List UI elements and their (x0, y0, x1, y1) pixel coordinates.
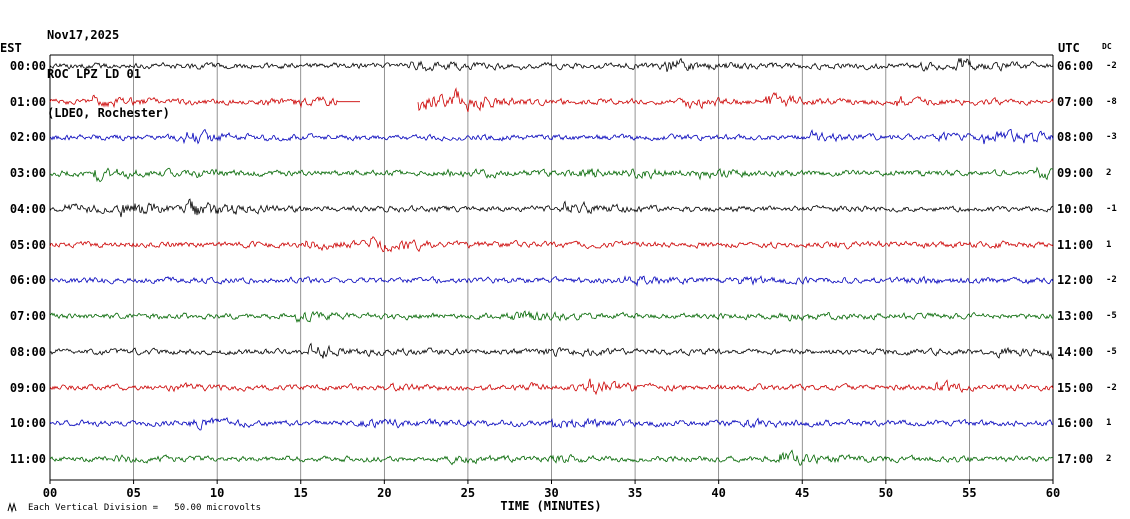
left-timezone-label: EST (0, 41, 22, 55)
trace-row-9 (49, 378, 1054, 396)
trace-row-7 (49, 310, 1054, 324)
est-row-label: 08:00 (9, 344, 46, 359)
utc-row-label: 15:00 (1057, 380, 1094, 395)
trace-row-4 (49, 198, 1054, 218)
trace-row-8 (49, 342, 1054, 361)
trace-row-10 (49, 417, 1054, 431)
utc-row-label: 16:00 (1057, 416, 1094, 431)
header-date: Nov17,2025 (47, 28, 120, 42)
trace-row-1 (49, 94, 360, 109)
x-tick-label: 45 (795, 486, 810, 500)
est-row-label: 04:00 (9, 201, 46, 216)
x-tick-label: 50 (878, 486, 894, 500)
est-row-label: 06:00 (9, 273, 46, 288)
header-station: ROC LPZ LD 01 (47, 67, 141, 81)
trace-row-11 (49, 449, 1054, 466)
est-row-label: 00:00 (9, 59, 46, 73)
trace-row-1 (417, 87, 1054, 113)
x-tick-label: 55 (962, 486, 977, 500)
dc-offset-value: -1 (1106, 203, 1117, 214)
dc-offset-value: -2 (1106, 382, 1117, 393)
dc-offset-value: -5 (1106, 311, 1117, 322)
est-row-label: 02:00 (9, 130, 46, 145)
trace-row-5 (49, 236, 1054, 253)
scale-note: Each Vertical Division = 50.00 microvolt… (28, 503, 261, 513)
dc-column-label: DC (1102, 42, 1112, 51)
x-tick-label: 20 (377, 486, 392, 500)
dc-offset-value: 2 (1106, 454, 1112, 465)
trace-row-0 (49, 57, 1054, 72)
trace-row-6 (49, 275, 1054, 288)
dc-offset-value: 1 (1106, 239, 1112, 250)
x-tick-label: 15 (293, 486, 308, 500)
est-row-label: 01:00 (9, 94, 46, 109)
x-tick-label: 60 (1045, 486, 1061, 500)
x-tick-label: 10 (209, 486, 225, 500)
x-tick-label: 25 (460, 486, 476, 500)
utc-row-label: 08:00 (1057, 130, 1094, 145)
utc-row-label: 12:00 (1057, 273, 1094, 288)
x-tick-label: 35 (627, 486, 643, 500)
utc-row-label: 06:00 (1057, 59, 1094, 73)
est-row-label: 11:00 (9, 452, 46, 467)
trace-row-3 (49, 166, 1054, 183)
x-tick-label: 40 (711, 486, 726, 500)
scale-marker-icon (7, 502, 17, 513)
utc-row-label: 09:00 (1057, 166, 1094, 181)
utc-row-label: 11:00 (1057, 237, 1094, 252)
dc-offset-value: -5 (1106, 346, 1117, 357)
utc-row-label: 17:00 (1057, 452, 1094, 467)
x-tick-label: 05 (126, 486, 141, 500)
est-row-label: 05:00 (9, 237, 46, 252)
dc-offset-value: -8 (1106, 96, 1117, 107)
dc-offset-value: -3 (1106, 132, 1117, 143)
dc-offset-value: 1 (1106, 418, 1112, 429)
dc-offset-value: -2 (1106, 275, 1117, 286)
utc-row-label: 13:00 (1057, 309, 1094, 324)
dc-offset-value: 2 (1106, 168, 1112, 179)
x-tick-label: 00 (42, 486, 58, 500)
utc-row-label: 07:00 (1057, 94, 1094, 109)
x-axis-title: TIME (MINUTES) (500, 499, 602, 513)
dc-offset-value: -2 (1106, 61, 1117, 71)
right-timezone-label: UTC (1058, 41, 1080, 55)
est-row-label: 09:00 (9, 380, 46, 395)
est-row-label: 10:00 (9, 416, 46, 431)
est-row-label: 07:00 (9, 309, 46, 324)
utc-row-label: 14:00 (1057, 344, 1094, 359)
x-tick-label: 30 (544, 486, 559, 500)
trace-row-2 (49, 128, 1054, 145)
est-row-label: 03:00 (9, 166, 46, 181)
utc-row-label: 10:00 (1057, 201, 1094, 216)
